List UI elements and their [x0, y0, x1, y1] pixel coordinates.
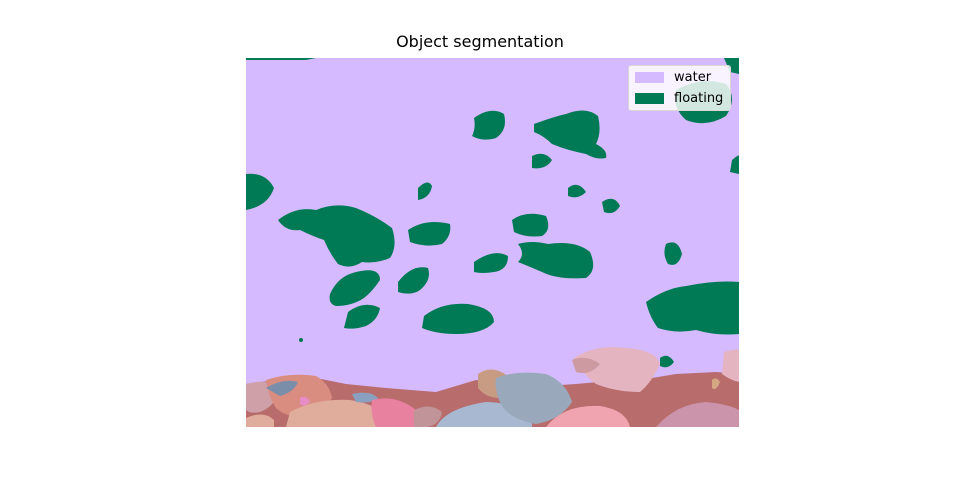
- figure-title: Object segmentation: [396, 32, 564, 51]
- seabed-regions: [246, 347, 739, 427]
- floating-regions: [246, 58, 739, 401]
- legend-entry-water: water: [635, 69, 711, 85]
- segmentation-mask: [246, 58, 739, 427]
- legend-label-floating: floating: [674, 90, 724, 106]
- legend-swatch-floating: [635, 92, 664, 104]
- segmentation-image: [246, 58, 739, 427]
- legend: water floating: [628, 65, 731, 111]
- legend-label-water: water: [674, 69, 712, 85]
- legend-swatch-water: [635, 71, 664, 83]
- legend-entry-floating: floating: [635, 90, 723, 106]
